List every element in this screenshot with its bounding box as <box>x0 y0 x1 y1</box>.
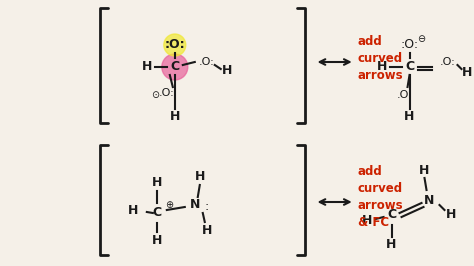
Text: .O:: .O: <box>199 57 215 67</box>
Circle shape <box>162 54 188 80</box>
Circle shape <box>164 34 186 56</box>
Text: add
curved
arrows: add curved arrows <box>357 35 403 82</box>
Text: H: H <box>221 64 232 77</box>
Text: H: H <box>361 214 372 227</box>
Text: .O:: .O: <box>397 90 412 100</box>
Text: N: N <box>424 193 435 206</box>
Text: C: C <box>387 209 396 222</box>
Text: H: H <box>419 164 430 177</box>
Text: H: H <box>386 239 397 251</box>
Text: add
curved
arrows
& FC: add curved arrows & FC <box>357 165 403 229</box>
Text: H: H <box>462 65 473 78</box>
Text: .O:: .O: <box>439 57 456 67</box>
Text: H: H <box>447 209 456 222</box>
Text: N: N <box>190 198 200 211</box>
Text: H: H <box>201 223 212 236</box>
Text: :O:: :O: <box>401 39 419 52</box>
Text: H: H <box>376 60 387 73</box>
Text: H: H <box>195 171 205 184</box>
Text: C: C <box>170 60 179 73</box>
Text: H: H <box>152 234 162 247</box>
Text: .O:: .O: <box>159 88 175 98</box>
Text: :O:: :O: <box>164 39 185 52</box>
Text: H: H <box>170 110 180 123</box>
Text: :: : <box>205 200 209 213</box>
Text: H: H <box>128 203 138 217</box>
Text: C: C <box>405 60 414 73</box>
Text: C: C <box>152 206 161 219</box>
Text: H: H <box>404 110 415 123</box>
Text: ⊕: ⊕ <box>165 200 173 210</box>
Text: H: H <box>142 60 152 73</box>
Text: ⊙: ⊙ <box>151 90 159 100</box>
Text: H: H <box>152 177 162 189</box>
Text: ⊖: ⊖ <box>418 34 426 44</box>
